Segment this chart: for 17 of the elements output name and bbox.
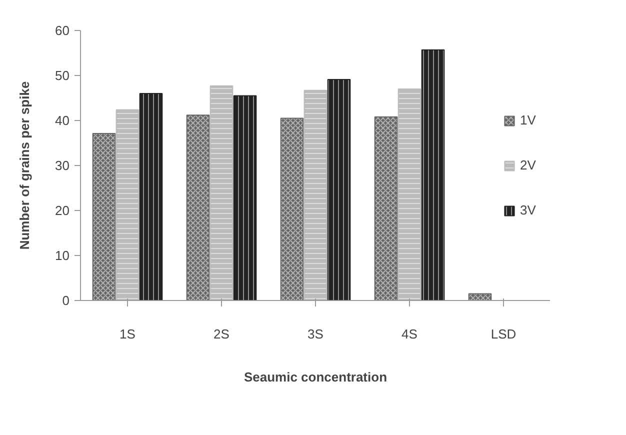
x-axis-title: Seaumic concentration [244,370,388,384]
legend-label: 2V [520,158,537,172]
x-tick-label: 1S [120,326,136,342]
y-tick-label: 20 [55,203,70,218]
x-tick-label: LSD [490,326,516,342]
y-tick-label: 10 [55,248,70,263]
x-tick-label: 4S [402,326,418,342]
legend-label: 3V [520,202,537,218]
x-tick-label: 3S [308,326,324,342]
legend-label: 1V [520,112,537,128]
y-axis-title: Number of grains per spike [17,81,32,250]
y-tick-label: 60 [55,23,70,38]
y-tick-label: 0 [62,293,70,308]
y-tick-label: 40 [55,113,70,128]
y-tick-label: 50 [55,68,70,83]
x-tick-label: 2S [214,326,230,342]
y-tick-label: 30 [55,158,70,173]
